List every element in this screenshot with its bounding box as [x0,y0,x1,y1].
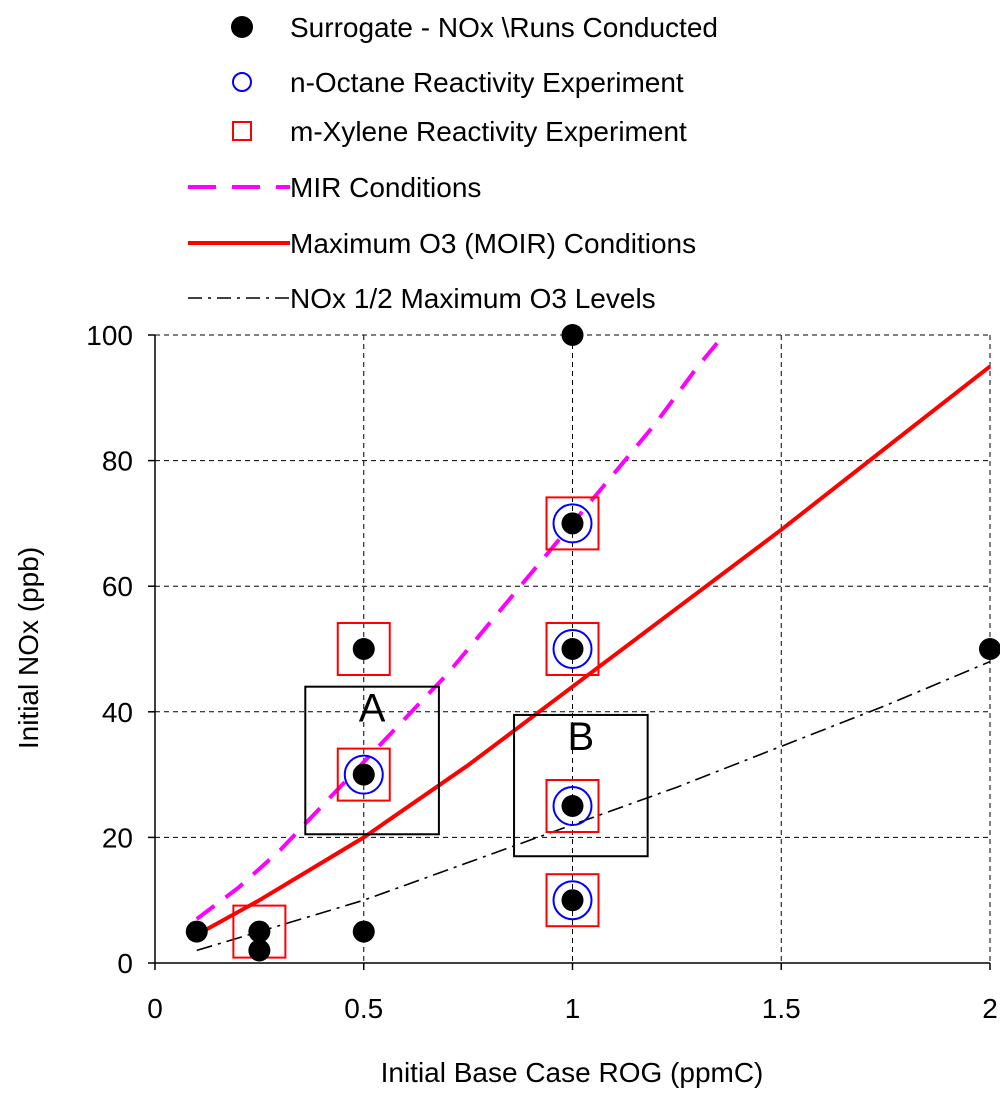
x-axis-label: Initial Base Case ROG (ppmC) [381,1057,764,1088]
legend: Surrogate - NOx \Runs Conducted n-Octane … [188,12,718,314]
marker-dot [561,512,584,535]
legend-label: n-Octane Reactivity Experiment [290,67,684,98]
annotation-box [304,685,440,836]
legend-marker-dot [231,16,253,38]
marker-dot [352,920,375,943]
legend-label: Maximum O3 (MOIR) Conditions [290,228,696,259]
marker-dot [561,324,584,346]
marker-dot [185,920,208,943]
series-line [195,364,992,937]
marker-open-circle [552,786,593,826]
marker-open-circle [552,629,593,669]
marker-open-circle [552,880,593,921]
y-tick-label: 40 [102,697,133,728]
annotation-box [513,713,649,858]
legend-label: NOx 1/2 Maximum O3 Levels [290,283,656,314]
marker-dot [561,795,584,817]
marker-square [336,622,391,676]
y-axis-label: Initial NOx (ppb) [13,547,44,749]
legend-item: Maximum O3 (MOIR) Conditions [188,228,696,259]
marker-square [336,747,391,802]
marker-square [545,873,600,928]
marker-dot [352,763,375,786]
x-tick-label: 2 [982,993,998,1024]
x-tick-label: 1 [565,993,581,1024]
legend-item: NOx 1/2 Maximum O3 Levels [188,283,656,314]
y-tick-label: 20 [102,822,133,853]
legend-marker-square [232,121,252,141]
legend-item: Surrogate - NOx \Runs Conducted [231,12,718,43]
y-tick-label: 0 [117,948,133,979]
legend-label: m-Xylene Reactivity Experiment [290,116,687,147]
series-line [196,660,991,952]
marker-dot [248,920,271,943]
legend-marker-open-circle [232,72,252,92]
legend-label: MIR Conditions [290,172,481,203]
marker-open-circle [343,754,384,795]
legend-item: n-Octane Reactivity Experiment [232,67,684,98]
annotation-label: A [359,687,386,731]
annotation-label: B [568,715,595,759]
legend-item: MIR Conditions [188,172,481,203]
marker-open-circle [552,503,593,544]
marker-dot [979,638,1000,660]
marker-dot [248,939,271,962]
x-tick-label: 0.5 [344,993,383,1024]
marker-square [545,622,600,676]
y-tick-label: 100 [86,320,133,351]
marker-dot [561,889,584,912]
x-tick-label: 1.5 [762,993,801,1024]
marker-square [545,496,600,551]
x-tick-label: 0 [147,993,163,1024]
y-tick-label: 60 [102,571,133,602]
marker-dot [352,638,375,660]
series-line [195,335,727,921]
marker-square [545,779,600,833]
legend-item: m-Xylene Reactivity Experiment [232,116,687,147]
marker-dot [561,638,584,660]
legend-label: Surrogate - NOx \Runs Conducted [290,12,718,43]
y-tick-label: 80 [102,446,133,477]
